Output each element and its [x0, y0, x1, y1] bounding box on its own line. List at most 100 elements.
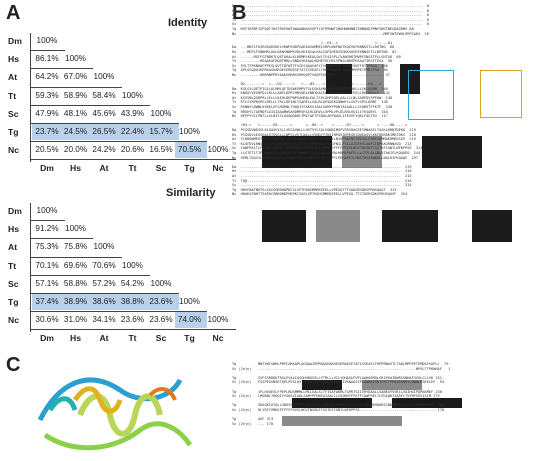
similarity-highlight-tg: [32, 294, 179, 311]
identity-cell: 48.1%: [63, 108, 88, 118]
similarity-row-label: Dm: [8, 206, 22, 216]
similarity-row-rule: [30, 274, 150, 276]
similarity-axis-rule: [30, 203, 31, 333]
similarity-col-label: Sc: [155, 333, 167, 344]
similarity-col-label: Tt: [128, 333, 137, 344]
similarity-cell: 69.6%: [63, 260, 88, 270]
identity-row-rule: [30, 141, 207, 143]
similarity-cell: 100%: [150, 278, 172, 288]
identity-cell: 100%: [36, 36, 58, 45]
similarity-title: Similarity: [166, 187, 216, 199]
identity-cell: 20.0%: [63, 145, 88, 155]
conserved-block: [316, 210, 360, 242]
similarity-cell: 23.6%: [120, 315, 145, 325]
identity-row-label: Nc: [8, 145, 19, 156]
conserved-block: [326, 64, 352, 94]
panel-label-b: B: [232, 2, 247, 24]
similarity-row-label: At: [8, 242, 18, 253]
identity-row-rule: [30, 159, 236, 161]
conserved-block: [382, 210, 438, 242]
identity-cell: 26.5%: [92, 127, 116, 136]
conserved-block: [262, 136, 332, 168]
similarity-row-label: Sc: [8, 278, 19, 289]
similarity-matrix: Similarity Dm 100% Hs 91.2% 100% At 75.3% 75.8%…: [0, 0, 236, 343]
conserved-block: [342, 136, 382, 168]
identity-row-label: Dm: [8, 36, 22, 46]
similarity-cell: 74.0%: [177, 315, 202, 325]
similarity-col-label: Nc: [212, 333, 224, 344]
identity-cell: 86.1%: [35, 54, 59, 64]
similarity-row-rule: [30, 220, 65, 222]
conserved-block: [302, 380, 342, 390]
identity-cell: 100%: [179, 127, 200, 136]
similarity-cell: 100%: [93, 242, 115, 252]
similarity-cell: 75.8%: [63, 242, 88, 252]
identity-cell: 16.5%: [149, 145, 173, 155]
identity-cell: 100%: [93, 72, 115, 82]
identity-row-rule: [30, 68, 93, 70]
identity-row-rule: [30, 104, 150, 106]
identity-cell: 67.0%: [63, 72, 88, 82]
similarity-cell: 38.9%: [63, 297, 88, 306]
similarity-col-label: Hs: [70, 333, 81, 344]
conserved-block: [472, 210, 512, 242]
similarity-cell: 91.2%: [35, 224, 59, 234]
orange-box: [480, 70, 522, 118]
identity-cell: 20.6%: [120, 145, 145, 155]
similarity-cell: 31.0%: [63, 315, 88, 325]
conserved-block: [392, 398, 462, 408]
similarity-cell: 38.6%: [92, 297, 116, 306]
similarity-cell: 38.8%: [120, 297, 145, 306]
identity-cell: 23.7%: [35, 127, 59, 136]
sequence-alignment-b: Dm -------------------------------------…: [232, 4, 548, 304]
similarity-row-rule: [30, 256, 122, 258]
similarity-cell: 100%: [179, 297, 200, 306]
identity-cell: 70.5%: [177, 145, 202, 155]
identity-highlight-tg: [32, 124, 179, 141]
identity-row-rule: [30, 86, 122, 88]
similarity-cell: 100%: [207, 315, 229, 325]
similarity-cell: 58.8%: [63, 278, 88, 288]
protein-structure-image: [20, 360, 200, 456]
cyan-box: [408, 70, 454, 120]
similarity-row-label: Tg: [8, 297, 19, 307]
similarity-row-label: Hs: [8, 224, 19, 235]
identity-title: Identity: [168, 17, 208, 29]
identity-col-label: Sc: [155, 163, 167, 174]
identity-highlight-nc-tg: [174, 142, 207, 159]
identity-cell: 45.6%: [92, 108, 116, 118]
similarity-cell: 70.1%: [35, 260, 59, 270]
similarity-cell: 54.2%: [120, 278, 145, 288]
identity-row-label: At: [8, 72, 18, 83]
conserved-block: [362, 380, 422, 390]
conserved-block: [262, 210, 306, 242]
identity-row-label: Sc: [8, 108, 19, 119]
structure-svg: [37, 377, 193, 451]
similarity-row-rule: [30, 329, 236, 331]
similarity-col-label: Dm: [40, 333, 54, 344]
alignment-text-c: Tg MNTVWTSWHLPRPCARKAPLQGQAAIRPRKASHARGE…: [232, 362, 451, 426]
identity-col-label: Nc: [212, 163, 224, 174]
conserved-block: [400, 64, 420, 94]
similarity-row-rule: [30, 293, 179, 294]
identity-cell: 24.5%: [63, 127, 88, 136]
identity-row-label: Hs: [8, 54, 19, 65]
identity-col-label: Hs: [70, 163, 81, 174]
identity-cell: 43.9%: [120, 108, 145, 118]
identity-col-label: Tt: [128, 163, 137, 174]
identity-cell: 58.9%: [63, 90, 88, 100]
similarity-cell: 37.4%: [35, 297, 59, 306]
similarity-cell: 30.6%: [35, 315, 59, 325]
identity-row-rule: [30, 50, 65, 52]
conserved-block: [422, 136, 482, 168]
identity-row-rule: [30, 123, 179, 124]
similarity-row-rule: [30, 238, 93, 240]
alignment-text-b: Dm -------------------------------------…: [232, 4, 429, 197]
conserved-block: [292, 398, 372, 408]
similarity-cell: 100%: [122, 260, 143, 270]
similarity-cell: 75.3%: [35, 242, 59, 252]
panel-label-c: C: [6, 354, 21, 376]
identity-cell: 22.4%: [120, 127, 145, 136]
identity-row-label: Tg: [8, 127, 19, 137]
identity-cell: 100%: [150, 108, 172, 118]
